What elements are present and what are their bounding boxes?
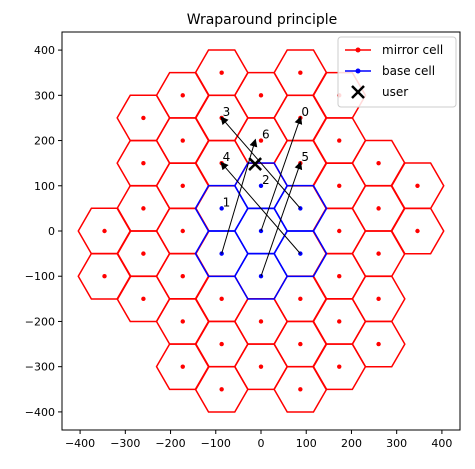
mirror-cell-center [219,341,224,347]
cell-index-label: 2 [262,173,270,187]
mirror-cell-center [258,364,264,369]
mirror-cell-center [180,228,185,234]
mirror-cell-center [298,387,303,392]
mirror-cell-hexagon [155,343,210,391]
mirror-cell-center [376,296,381,302]
cell-index-label: 5 [301,150,309,164]
x-tick-label: 0 [258,437,265,450]
mirror-cell-center [141,296,146,302]
cell-index-label: 6 [262,128,270,142]
wrap-arrow [220,116,301,209]
mirror-cell-center [298,70,303,75]
legend-dot-icon [355,68,361,74]
mirror-cell-center [180,319,185,324]
y-tick-label: −100 [25,270,55,283]
base-cell-center [219,206,224,211]
mirror-cell-center [258,93,264,98]
mirror-cell-center [102,228,107,234]
x-tick-label: 300 [386,437,407,450]
wrap-arrow [260,116,303,232]
user-marker [248,157,263,171]
mirror-cell-center [180,183,185,188]
cell-index-label: 0 [301,105,309,119]
x-tick-label: −300 [110,437,140,450]
mirror-cell-hexagon [351,320,406,368]
base-cell-center [258,183,264,188]
legend-label: base cell [382,64,435,78]
y-tick-label: 0 [48,225,55,238]
mirror-cell-center [141,251,146,256]
legend-label: user [382,85,408,99]
mirror-cell-center [219,387,224,392]
y-tick-label: 400 [34,44,55,57]
x-tick-label: 100 [296,437,317,450]
x-tick-label: −200 [155,437,185,450]
mirror-cell-center [141,206,146,211]
wrap-arrow [260,161,303,277]
legend: mirror cell base cell user [337,36,457,108]
legend-entry: user [351,85,408,99]
x-tick-label: 200 [341,437,362,450]
legend-dot-icon [355,47,361,53]
mirror-cell-center [102,274,107,279]
legend-user-icon [351,85,365,99]
mirror-cell-center [180,138,185,143]
cell-labels-layer: 0 1 2 3 4 5 6 [223,105,309,209]
mirror-cell-center [337,183,342,188]
mirror-cell-center [415,183,420,188]
x-tick-label: 400 [431,437,452,450]
mirror-cell-center [337,228,342,234]
wrap-arrow [220,161,301,254]
mirror-cell-center [180,364,185,369]
mirror-cell-center [141,160,146,166]
axes-layer: −400 −300 −200 −100 0 100 200 300 400−400−300−20… [25,31,461,450]
mirror-cell-hexagon [390,207,445,255]
mirror-cell-center [337,319,342,324]
mirror-cell-center [298,341,303,347]
mirror-cell-center [180,93,185,98]
base-cell-hexagon [273,230,328,278]
mirror-cell-center [376,160,381,166]
cell-index-label: 3 [223,105,231,119]
mirror-cell-center [219,296,224,302]
legend-entry: base cell [345,64,435,78]
mirror-cell-center [180,274,185,279]
cell-index-label: 4 [223,150,231,164]
mirror-cell-center [141,115,146,121]
mirror-cell-center [337,274,342,279]
base-cells-layer [194,162,328,300]
user-marker-stroke [248,157,263,171]
cell-index-label: 1 [223,195,231,209]
mirror-cell-hexagon [233,343,289,391]
mirror-cell-center [219,70,224,75]
y-tick-label: 200 [34,135,55,148]
mirror-cell-center [376,206,381,211]
legend-box [337,36,457,108]
x-tick-label: −100 [201,437,231,450]
y-tick-label: −300 [25,361,55,374]
mirror-cell-center [258,138,264,143]
mirror-cell-center [298,296,303,302]
legend-label: mirror cell [382,43,443,57]
mirror-cell-center [337,138,342,143]
mirror-cell-center [258,319,264,324]
y-tick-label: −400 [25,406,55,419]
y-tick-label: 100 [34,180,55,193]
user-layer [248,157,263,171]
y-tick-label: 300 [34,89,55,102]
legend-entry: mirror cell [345,43,443,57]
chart-title: Wraparound principle [187,12,338,28]
mirror-cell-center [415,228,420,234]
y-tick-label: −200 [25,315,55,328]
mirror-cell-hexagon [77,252,132,300]
x-tick-label: −400 [65,437,95,450]
mirror-cell-center [376,341,381,347]
mirror-cell-center [337,364,342,369]
mirror-cell-center [376,251,381,256]
